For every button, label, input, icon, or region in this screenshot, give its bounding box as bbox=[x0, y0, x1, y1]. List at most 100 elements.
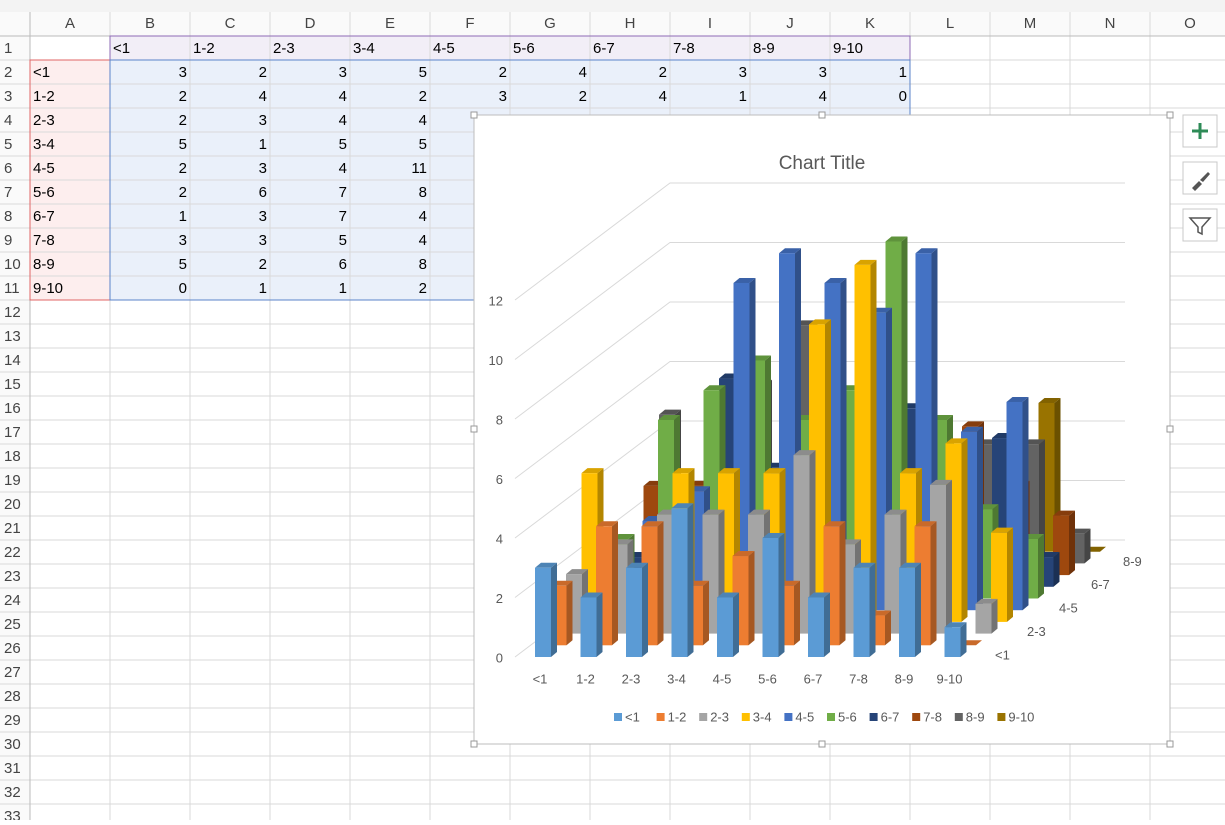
bar-top bbox=[626, 562, 648, 568]
header-cell: 7-8 bbox=[673, 40, 695, 57]
row-number: 24 bbox=[4, 592, 21, 609]
x-tick-label: 7-8 bbox=[849, 671, 868, 686]
resize-handle[interactable] bbox=[1166, 111, 1174, 119]
number-cell: 1 bbox=[899, 64, 907, 81]
bar-side bbox=[961, 438, 968, 622]
bar-top bbox=[809, 319, 831, 325]
row-number: 16 bbox=[4, 400, 21, 417]
legend-label: 1-2 bbox=[668, 709, 687, 724]
filter-button[interactable] bbox=[1182, 208, 1218, 242]
header-cell: 2-3 bbox=[273, 40, 295, 57]
bar-top bbox=[884, 509, 907, 515]
bar-top bbox=[672, 468, 695, 474]
y-tick-label: 2 bbox=[496, 591, 503, 606]
row-number: 4 bbox=[4, 112, 12, 129]
row-label-cell: 7-8 bbox=[33, 232, 55, 249]
bar-side bbox=[915, 562, 921, 657]
number-cell: 3 bbox=[819, 64, 827, 81]
row-number: 15 bbox=[4, 376, 21, 393]
column-letter: O bbox=[1184, 15, 1196, 32]
bar-top bbox=[793, 450, 816, 456]
bar-side bbox=[612, 521, 618, 646]
resize-handle[interactable] bbox=[818, 740, 826, 748]
bar-side bbox=[960, 622, 967, 657]
column-letter: D bbox=[305, 15, 316, 32]
resize-handle[interactable] bbox=[1166, 425, 1174, 433]
bar-side bbox=[703, 580, 709, 646]
bar-top bbox=[702, 509, 725, 515]
resize-handle[interactable] bbox=[1166, 740, 1174, 748]
grid-line bbox=[514, 361, 1125, 479]
row-label-cell: 5-6 bbox=[33, 184, 55, 201]
column-letter: A bbox=[65, 15, 75, 32]
row-label-cell: 3-4 bbox=[33, 136, 55, 153]
number-cell: 2 bbox=[179, 88, 187, 105]
legend-swatch bbox=[997, 713, 1006, 721]
row-label-cell: 2-3 bbox=[33, 112, 55, 129]
column-letter: M bbox=[1024, 15, 1037, 32]
bar bbox=[975, 603, 992, 634]
bar-side bbox=[1038, 534, 1044, 599]
resize-handle[interactable] bbox=[470, 425, 478, 433]
bar-side bbox=[869, 562, 876, 657]
bar bbox=[808, 597, 824, 657]
depth-tick-label: 4-5 bbox=[1059, 601, 1078, 616]
bar-side bbox=[1022, 396, 1029, 611]
legend-swatch bbox=[741, 713, 750, 721]
resize-handle[interactable] bbox=[818, 111, 826, 119]
number-cell: 2 bbox=[259, 256, 267, 273]
y-tick-label: 12 bbox=[489, 293, 503, 308]
bar-side bbox=[885, 610, 891, 646]
y-tick-label: 4 bbox=[496, 531, 503, 546]
row-number: 26 bbox=[4, 640, 21, 657]
number-cell: 8 bbox=[419, 184, 427, 201]
number-cell: 2 bbox=[179, 160, 187, 177]
row-label-cell: 9-10 bbox=[33, 280, 63, 297]
legend-swatch bbox=[912, 713, 921, 721]
x-tick-label: <1 bbox=[533, 671, 548, 686]
legend-swatch bbox=[827, 713, 835, 721]
bar-side bbox=[1039, 439, 1045, 564]
bar-side bbox=[748, 551, 755, 646]
resize-handle[interactable] bbox=[470, 740, 478, 748]
number-cell: 6 bbox=[259, 184, 267, 201]
style-brush-button[interactable] bbox=[1182, 161, 1218, 195]
bar-top bbox=[823, 521, 846, 527]
bar-top bbox=[596, 521, 618, 527]
x-tick-label: 6-7 bbox=[804, 671, 823, 686]
number-cell: 3 bbox=[259, 232, 267, 249]
number-cell: 1 bbox=[339, 280, 347, 297]
number-cell: 3 bbox=[259, 160, 267, 177]
legend-swatch bbox=[954, 713, 963, 721]
bar-top bbox=[899, 562, 921, 568]
number-cell: 3 bbox=[179, 232, 187, 249]
bar bbox=[626, 567, 642, 657]
row-label-cell: 8-9 bbox=[33, 256, 55, 273]
legend-label: <1 bbox=[625, 709, 640, 724]
number-cell: 5 bbox=[339, 136, 347, 153]
resize-handle[interactable] bbox=[470, 111, 478, 119]
bar-side bbox=[1084, 528, 1091, 564]
depth-tick-label: 6-7 bbox=[1091, 577, 1110, 592]
number-cell: 5 bbox=[179, 256, 187, 273]
number-cell: 6 bbox=[339, 256, 347, 273]
row-number: 20 bbox=[4, 496, 21, 513]
bar-top bbox=[763, 468, 786, 474]
bar-side bbox=[596, 592, 603, 657]
bar-top bbox=[732, 551, 755, 557]
x-tick-label: 9-10 bbox=[936, 671, 962, 686]
number-cell: 5 bbox=[339, 232, 347, 249]
grid-line bbox=[514, 301, 1125, 420]
row-label-cell: 4-5 bbox=[33, 160, 55, 177]
number-cell: 4 bbox=[659, 88, 667, 105]
bar-side bbox=[809, 450, 816, 634]
bar bbox=[899, 567, 915, 657]
row-number: 25 bbox=[4, 616, 21, 633]
column-letter: I bbox=[708, 15, 712, 32]
bar-side bbox=[930, 521, 937, 646]
bar-top bbox=[535, 562, 557, 568]
bar-top bbox=[930, 479, 952, 485]
number-cell: 4 bbox=[339, 88, 347, 105]
plus-icon bbox=[1192, 123, 1208, 139]
